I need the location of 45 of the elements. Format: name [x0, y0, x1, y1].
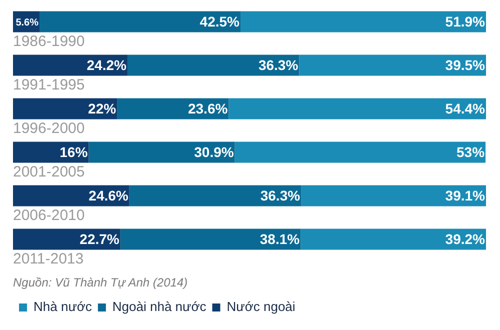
- bar: [129, 185, 302, 206]
- bar: [13, 228, 120, 250]
- y-tick-label: 1991-1995: [13, 76, 85, 94]
- data-label: 36.3%: [260, 188, 301, 204]
- annotation: Nguồn: Vũ Thành Tự Anh (2014): [13, 275, 188, 290]
- bar: [299, 54, 486, 76]
- data-label: 23.6%: [188, 100, 228, 117]
- y-tick-label: 2006-2010: [13, 206, 85, 224]
- data-label: 24.2%: [86, 57, 128, 74]
- data-label: 38.1%: [260, 231, 300, 248]
- legend-label: Nước ngoài: [226, 299, 296, 314]
- data-label: 39.1%: [445, 188, 486, 204]
- bar: [13, 54, 128, 76]
- bar: [88, 142, 235, 163]
- y-tick-label: 2001-2005: [13, 163, 85, 180]
- bar: [120, 228, 301, 250]
- data-label: 5.6%: [16, 18, 39, 28]
- data-label: 54.4%: [445, 100, 486, 117]
- data-label: 24.6%: [88, 188, 129, 204]
- bar: [127, 54, 300, 76]
- bar: [39, 11, 241, 32]
- data-label: 53%: [456, 144, 486, 160]
- bar: [13, 142, 89, 163]
- y-tick-label: 2011-2013: [13, 250, 84, 268]
- data-label: 22.7%: [80, 231, 120, 248]
- bar: [234, 142, 486, 163]
- bar: [240, 11, 486, 32]
- bar: [117, 98, 229, 120]
- data-label: 39.5%: [445, 57, 486, 74]
- data-label: 42.5%: [200, 14, 240, 30]
- data-label: 30.9%: [194, 144, 234, 160]
- y-tick-label: 1986-1990: [13, 32, 85, 50]
- bar: [228, 98, 486, 120]
- bar: [301, 185, 486, 206]
- data-label: 22%: [88, 100, 117, 117]
- bar: [13, 98, 118, 120]
- data-label: 36.3%: [258, 57, 299, 74]
- data-label: 51.9%: [445, 14, 486, 30]
- data-label: 16%: [60, 144, 88, 160]
- legend-label: Ngoài nhà nước: [112, 299, 207, 314]
- bar: [300, 228, 486, 250]
- legend-label: Nhà nước: [34, 299, 92, 314]
- data-label: 39.2%: [445, 231, 486, 248]
- y-tick-label: 1996-2000: [13, 120, 85, 137]
- bar: [13, 185, 130, 206]
